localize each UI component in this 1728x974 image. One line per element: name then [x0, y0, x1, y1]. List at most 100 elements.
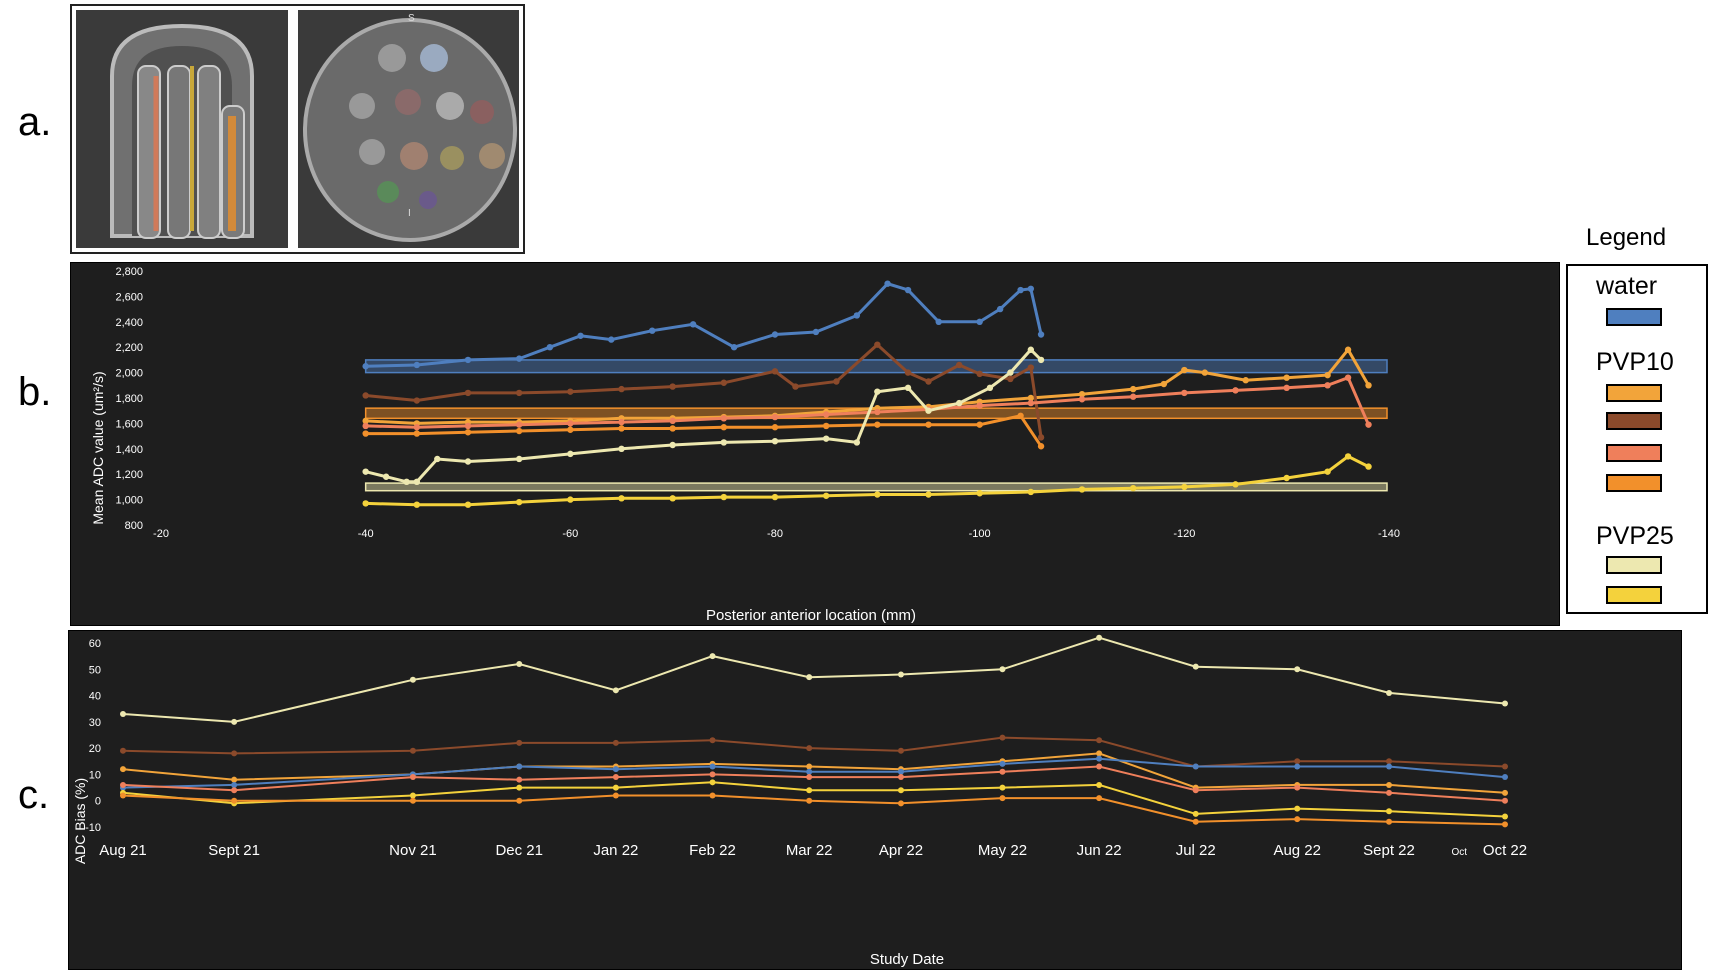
x-axis-label: Posterior anterior location (mm): [706, 607, 916, 624]
x-tick-label: Aug 21: [99, 842, 147, 859]
legend-swatch-pvp10-a: [1606, 384, 1662, 402]
data-point: [822, 492, 830, 499]
legend-label-pvp10: PVP10: [1596, 348, 1674, 376]
data-point: [999, 760, 1006, 767]
data-point: [956, 361, 963, 369]
data-point: [976, 370, 983, 378]
y-tick-label: 800: [125, 520, 143, 532]
data-point: [792, 383, 799, 390]
panel-label-b: b.: [18, 370, 52, 414]
data-point: [833, 378, 840, 385]
data-point: [1027, 364, 1035, 371]
data-point: [669, 441, 676, 449]
x-tick-label: Mar 22: [786, 842, 833, 859]
data-point: [1386, 763, 1393, 770]
data-point: [874, 388, 881, 395]
data-point: [1007, 369, 1014, 376]
data-point: [720, 379, 728, 386]
data-point: [720, 493, 728, 501]
data-point: [720, 424, 728, 431]
x-tick-label: Apr 22: [879, 842, 923, 859]
data-point: [1096, 750, 1103, 757]
data-point: [409, 774, 416, 781]
y-tick-label: 1,000: [115, 495, 143, 507]
data-point: [516, 739, 523, 746]
data-point: [874, 421, 881, 428]
mri-superior-marker: S: [408, 13, 415, 24]
data-point: [1096, 737, 1103, 744]
data-point: [806, 763, 813, 770]
data-point: [1294, 816, 1301, 823]
data-point: [515, 389, 523, 397]
data-point: [1283, 374, 1290, 381]
data-point: [1344, 346, 1352, 353]
data-point: [413, 478, 421, 486]
data-point: [897, 768, 904, 775]
data-point: [1096, 763, 1103, 770]
data-point: [516, 784, 523, 791]
data-point: [567, 450, 574, 458]
data-point: [1096, 795, 1103, 802]
data-point: [1017, 286, 1024, 294]
data-point: [1192, 663, 1199, 670]
data-point: [362, 417, 369, 425]
data-point: [1096, 634, 1103, 641]
data-point: [515, 355, 523, 362]
data-point: [515, 455, 523, 463]
data-point: [1344, 453, 1352, 460]
data-point: [976, 402, 983, 409]
series-line-pvp25-b: [365, 454, 1370, 507]
data-point: [771, 368, 779, 375]
legend-swatch-pvp25-b: [1606, 586, 1662, 604]
data-point: [1232, 481, 1239, 488]
axes: 800 1,000 1,200 1,400 1,600 1,800 2,000 2,200 2,…: [115, 266, 1400, 540]
x-tick-label: Sept 22: [1363, 842, 1415, 859]
data-point: [567, 496, 574, 503]
x-tick-label: Sept 21: [208, 842, 260, 859]
data-point: [806, 774, 813, 781]
legend-swatch-pvp10-b: [1606, 412, 1662, 430]
data-point: [1502, 763, 1508, 770]
data-point: [999, 795, 1006, 802]
data-point: [1283, 384, 1290, 392]
data-point: [567, 388, 574, 395]
data-point: [612, 739, 619, 746]
data-point: [709, 737, 716, 744]
data-point: [1242, 377, 1249, 384]
data-point: [884, 280, 891, 287]
data-point: [689, 321, 697, 328]
data-point: [996, 305, 1004, 313]
data-point: [120, 710, 126, 717]
series-line-pvp25-a: [365, 347, 1043, 484]
x-tick-label: Jul 22: [1176, 842, 1216, 859]
reference-band-pvp25: [364, 482, 1388, 492]
y-tick-label: 20: [89, 743, 101, 755]
data-point: [1007, 375, 1014, 383]
data-point: [1365, 421, 1372, 428]
data-point: [1386, 758, 1393, 765]
legend-swatch-pvp10-d: [1606, 474, 1662, 492]
data-point: [362, 500, 369, 507]
y-tick-label: 0: [95, 796, 101, 808]
data-point: [413, 430, 421, 437]
y-tick-label: 40: [89, 691, 101, 703]
data-point: [1027, 399, 1035, 407]
data-point: [1027, 488, 1035, 496]
data-point: [1181, 366, 1188, 374]
data-point: [720, 439, 728, 446]
data-point: [612, 784, 619, 791]
data-point: [1192, 818, 1199, 825]
data-point: [515, 421, 523, 428]
data-point: [1078, 396, 1086, 403]
data-point: [608, 336, 615, 343]
data-point: [612, 687, 619, 694]
panel-label-a: a.: [18, 100, 52, 144]
legend-label-water: water: [1596, 272, 1658, 300]
data-point: [669, 425, 676, 432]
data-point: [1344, 374, 1352, 381]
x-tick-label: -120: [1173, 528, 1195, 540]
data-point: [925, 421, 932, 428]
data-point: [516, 776, 523, 783]
data-point: [669, 495, 676, 502]
data-point: [515, 427, 523, 435]
